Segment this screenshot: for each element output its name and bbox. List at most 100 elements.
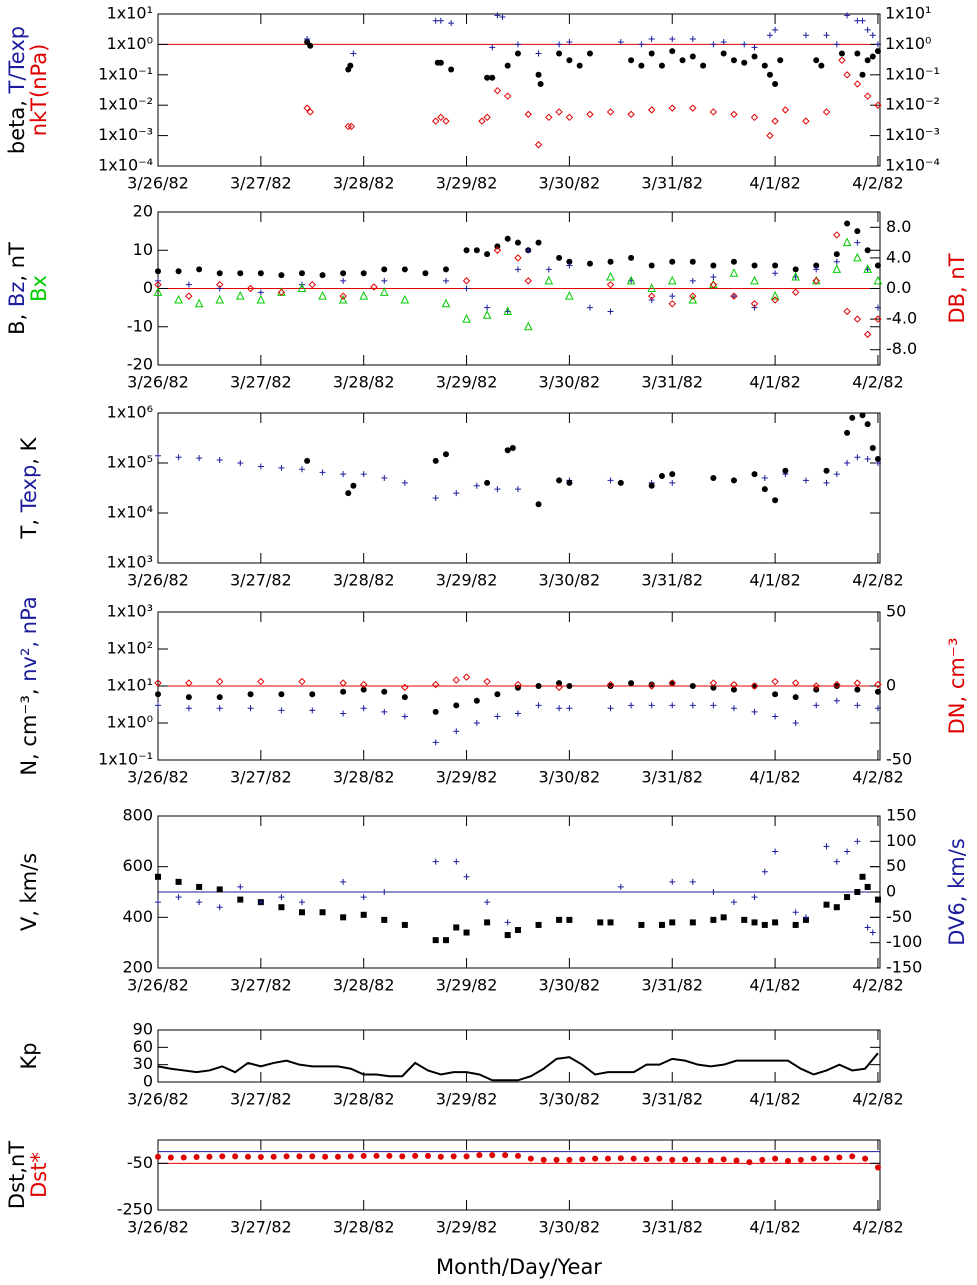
data-point: [424, 1152, 431, 1159]
x-tick-label: 4/1/82: [749, 373, 801, 392]
data-point: [463, 1153, 470, 1160]
data-point: [771, 296, 779, 304]
data-point: [628, 702, 635, 709]
data-point: [751, 471, 758, 478]
data-point: [453, 490, 460, 497]
data-point: [534, 141, 543, 149]
y-tick-label: 1x10⁴: [107, 503, 153, 522]
data-point: [761, 62, 768, 69]
data-point: [484, 304, 491, 311]
data-point: [658, 921, 665, 928]
data-point: [381, 475, 388, 482]
plot-frame: [157, 412, 881, 564]
data-point: [782, 467, 789, 474]
data-point: [761, 868, 768, 875]
data-point: [340, 688, 347, 695]
data-point: [730, 477, 737, 484]
y2-axis-label: DN, cm⁻³: [945, 638, 969, 735]
data-point: [864, 421, 871, 428]
x-tick-label: 4/1/82: [749, 976, 801, 995]
data-point: [256, 294, 266, 304]
y-axis-label-part: V, km/s: [17, 853, 41, 931]
data-point: [689, 277, 696, 284]
data-point: [746, 1159, 753, 1166]
y2-tick-label: 0.0: [886, 278, 911, 297]
data-point: [196, 455, 203, 462]
data-point: [873, 275, 883, 285]
data-point: [278, 707, 285, 714]
y-tick-label-right: 1x10⁻²: [885, 95, 940, 114]
data-point: [688, 294, 698, 304]
data-point: [669, 878, 676, 885]
data-point: [607, 683, 614, 689]
x-tick-label: 3/30/82: [539, 768, 601, 787]
data-point: [489, 1152, 496, 1159]
data-point: [772, 497, 779, 504]
data-point: [710, 274, 717, 281]
y-axis-label: Bx: [27, 275, 51, 302]
data-point: [750, 300, 759, 308]
data-point: [359, 291, 369, 300]
data-point: [838, 50, 845, 57]
data-point: [833, 231, 841, 239]
data-point: [643, 1156, 650, 1163]
data-point: [401, 694, 408, 701]
data-point: [694, 1156, 701, 1163]
data-point: [874, 315, 882, 323]
data-point: [741, 59, 748, 66]
data-point: [478, 117, 486, 125]
y-tick-label: 1x10⁻³: [98, 125, 153, 144]
data-point: [791, 271, 800, 281]
x-tick-label: 3/31/82: [641, 1218, 703, 1237]
data-point: [689, 683, 696, 689]
data-point: [283, 1153, 290, 1160]
data-point: [448, 20, 455, 27]
x-tick-label: 3/26/82: [127, 768, 189, 787]
data-point: [668, 104, 676, 112]
data-point: [483, 113, 491, 122]
data-point: [854, 889, 861, 895]
data-point: [709, 280, 718, 289]
data-point: [772, 270, 779, 277]
data-point: [766, 32, 773, 39]
data-point: [540, 1156, 547, 1163]
data-point: [556, 50, 563, 57]
data-point: [535, 501, 542, 508]
data-point: [853, 252, 862, 262]
data-point: [874, 101, 882, 109]
data-point: [322, 1153, 329, 1160]
x-tick-label: 3/28/82: [333, 571, 395, 590]
x-tick-label: 3/29/82: [436, 174, 498, 193]
data-point: [784, 1158, 791, 1164]
data-point: [298, 909, 305, 916]
data-point: [525, 247, 532, 254]
data-point: [607, 477, 614, 484]
x-tick-label: 3/29/82: [436, 1218, 498, 1237]
data-point: [689, 292, 697, 300]
data-point: [185, 679, 193, 687]
data-point: [658, 472, 665, 479]
y-tick-label-right: 1x10⁻⁴: [885, 156, 940, 175]
data-point: [381, 266, 388, 273]
data-point: [766, 71, 773, 78]
data-point: [709, 108, 718, 116]
data-point: [638, 41, 645, 48]
data-point: [669, 479, 676, 486]
data-point: [862, 1155, 869, 1162]
data-point: [854, 17, 861, 24]
data-point: [647, 292, 656, 300]
data-point: [833, 697, 840, 704]
data-point: [864, 26, 871, 33]
data-point: [257, 899, 264, 906]
data-point: [759, 1156, 766, 1163]
data-point: [689, 53, 696, 60]
data-point: [360, 471, 367, 478]
data-point: [278, 894, 285, 901]
data-point: [304, 457, 311, 464]
data-point: [453, 702, 460, 709]
data-point: [668, 300, 676, 308]
x-tick-label: 3/29/82: [436, 768, 498, 787]
data-point: [607, 919, 614, 926]
y-axis-label-part: T,: [17, 512, 41, 539]
y-tick-label: 1x10³: [107, 602, 153, 621]
